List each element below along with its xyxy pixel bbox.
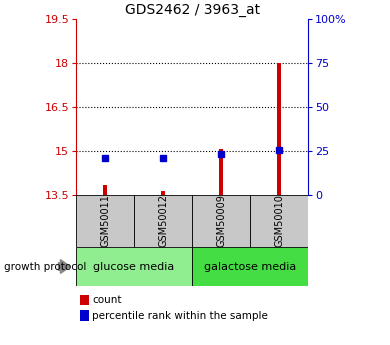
Text: percentile rank within the sample: percentile rank within the sample (92, 311, 268, 321)
Text: GSM50010: GSM50010 (274, 194, 284, 247)
Bar (192, 247, 308, 286)
Text: GSM50012: GSM50012 (158, 194, 168, 247)
Text: growth protocol: growth protocol (4, 262, 86, 272)
Bar (250, 195, 308, 247)
Title: GDS2462 / 3963_at: GDS2462 / 3963_at (124, 2, 260, 17)
Bar (277, 63, 281, 195)
Text: galactose media: galactose media (204, 262, 296, 272)
Bar (76, 247, 192, 286)
Bar (76, 195, 134, 247)
Text: GSM50009: GSM50009 (216, 194, 226, 247)
Text: glucose media: glucose media (94, 262, 175, 272)
Bar (219, 149, 223, 195)
Bar (192, 195, 250, 247)
Bar (161, 191, 165, 195)
Bar (103, 185, 107, 195)
Bar (134, 195, 192, 247)
Text: GSM50011: GSM50011 (100, 194, 110, 247)
Text: count: count (92, 295, 122, 305)
